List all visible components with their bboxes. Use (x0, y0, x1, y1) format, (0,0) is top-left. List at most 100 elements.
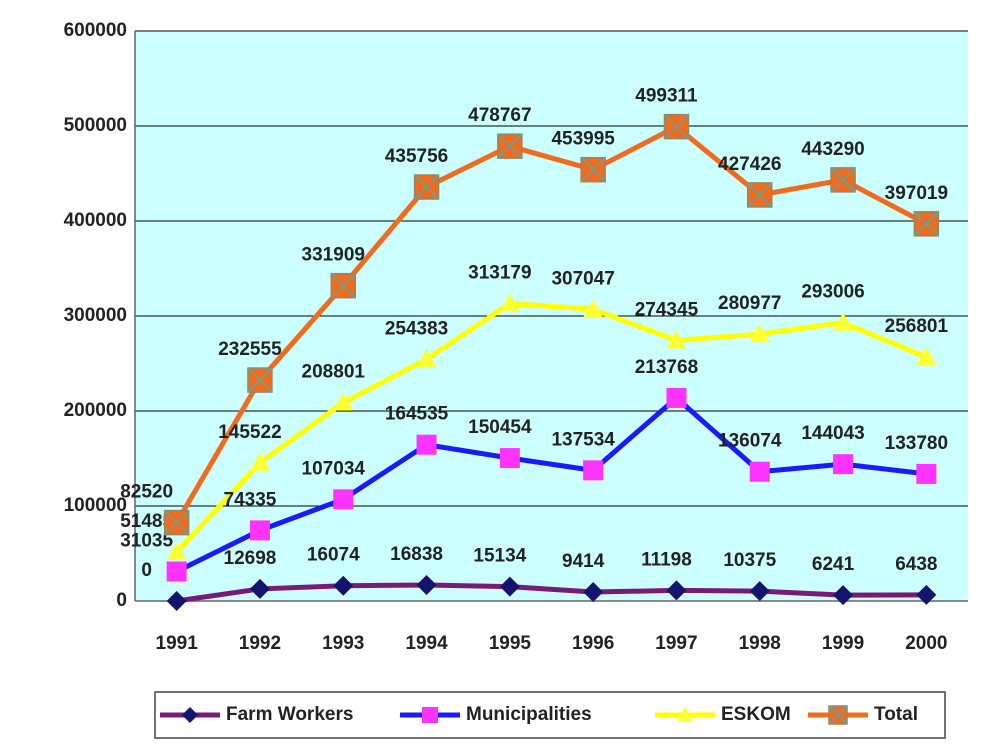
data-label: 274345 (635, 299, 699, 320)
data-label: 435756 (385, 146, 448, 167)
data-label: 443290 (801, 139, 864, 160)
marker (182, 707, 198, 723)
marker (422, 707, 438, 723)
data-label: 256801 (885, 316, 949, 337)
marker (828, 705, 848, 725)
data-label: 15134 (473, 546, 526, 567)
legend-label: Farm Workers (226, 704, 353, 725)
marker (663, 113, 690, 140)
series-line (174, 300, 928, 554)
y-tick-label: 600000 (64, 20, 127, 41)
x-tick-label: 1993 (322, 633, 364, 654)
series-line (176, 582, 927, 604)
marker (583, 460, 604, 481)
marker (749, 461, 770, 482)
marker (166, 591, 187, 611)
data-label: 6241 (812, 554, 855, 575)
data-label: 331909 (302, 245, 365, 266)
marker (749, 581, 770, 602)
data-label: 293006 (801, 282, 864, 303)
marker (583, 299, 604, 318)
marker (677, 707, 693, 722)
data-label: 11198 (641, 549, 692, 570)
marker (333, 575, 354, 596)
y-tick-label: 200000 (64, 400, 127, 421)
marker (916, 347, 937, 366)
x-tick-label: 1992 (239, 633, 281, 654)
data-label: 313179 (468, 262, 531, 283)
x-tick-label: 2000 (905, 633, 947, 654)
data-label: 499311 (635, 86, 698, 107)
x-tick-label: 1999 (822, 633, 864, 654)
marker (916, 463, 937, 484)
marker (830, 167, 856, 193)
data-label: 427426 (718, 154, 781, 175)
data-label: 453995 (551, 129, 615, 150)
marker (333, 392, 354, 411)
data-label: 145522 (218, 422, 281, 443)
marker (580, 156, 606, 183)
data-label: 9414 (562, 551, 605, 572)
marker (166, 542, 187, 561)
series-line (174, 124, 928, 524)
data-label: 12698 (224, 548, 277, 569)
marker (166, 561, 187, 582)
marker (747, 182, 773, 208)
x-tick-label: 1997 (655, 633, 697, 654)
legend-label: ESKOM (721, 704, 791, 725)
marker (416, 349, 437, 368)
data-label: 133780 (885, 433, 948, 454)
y-tick-label: 100000 (64, 495, 127, 516)
marker (833, 312, 854, 331)
data-label: 137534 (551, 429, 615, 450)
data-label: 208801 (302, 362, 366, 383)
marker (416, 575, 437, 596)
data-label: 10375 (723, 550, 776, 571)
data-label: 136074 (718, 431, 782, 452)
series-line (175, 395, 927, 574)
marker (833, 454, 854, 475)
legend-label: Total (874, 704, 918, 725)
marker (413, 174, 440, 200)
data-label: 254383 (385, 318, 448, 339)
marker (163, 509, 190, 536)
marker (330, 272, 356, 299)
data-label: 307047 (551, 268, 614, 289)
data-label: 144043 (801, 423, 864, 444)
data-label: 213768 (635, 357, 698, 378)
x-tick-label: 1995 (489, 633, 532, 654)
data-label: 51485 (120, 511, 173, 532)
marker (666, 580, 687, 601)
marker (247, 367, 273, 393)
marker (497, 133, 523, 159)
marker (666, 330, 687, 349)
data-label: 0 (141, 560, 152, 581)
data-label: 31035 (120, 531, 173, 552)
x-tick-label: 1994 (405, 633, 448, 654)
marker (913, 211, 940, 237)
marker (416, 434, 437, 455)
marker (916, 584, 937, 605)
data-label: 232555 (218, 339, 282, 360)
marker (583, 582, 604, 603)
marker (333, 489, 354, 510)
x-tick-label: 1991 (156, 633, 199, 654)
data-label: 280977 (718, 293, 781, 314)
data-label: 107034 (302, 458, 366, 479)
marker (249, 578, 270, 599)
x-tick-label: 1998 (739, 633, 781, 654)
data-label: 397019 (885, 183, 948, 204)
marker (833, 585, 854, 606)
marker (499, 576, 520, 597)
legend-label: Municipalities (466, 704, 592, 725)
marker (749, 324, 770, 343)
marker (666, 387, 687, 408)
x-tick-label: 1996 (572, 633, 614, 654)
data-label: 16074 (307, 545, 360, 566)
data-label: 82520 (120, 482, 173, 503)
data-label: 164535 (385, 404, 449, 425)
data-label: 6438 (895, 554, 937, 575)
marker (499, 448, 520, 469)
marker (249, 520, 270, 541)
